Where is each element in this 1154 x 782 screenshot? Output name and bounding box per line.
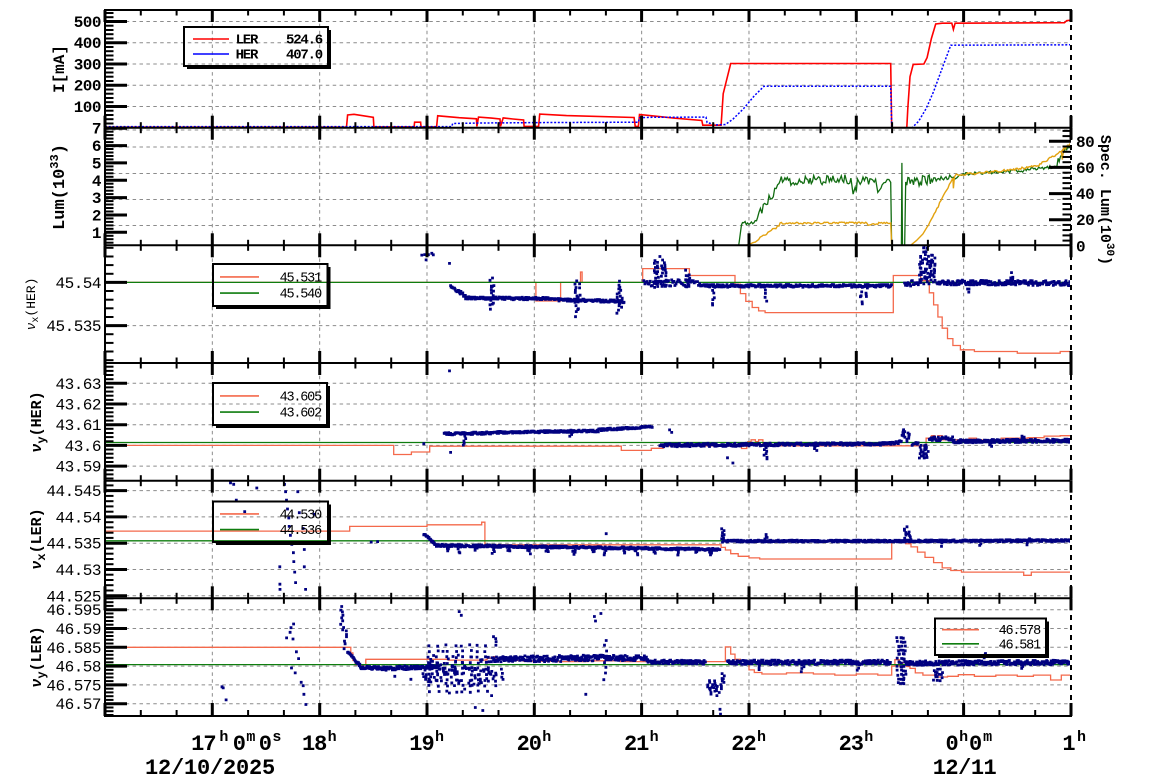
- svg-text:h: h: [435, 729, 444, 746]
- svg-text:500: 500: [74, 14, 101, 32]
- svg-text:h: h: [219, 729, 228, 746]
- svg-text:h: h: [542, 729, 551, 746]
- svg-text:νy(HER): νy(HER): [29, 391, 49, 452]
- svg-text:17: 17: [191, 732, 215, 757]
- svg-text:18: 18: [302, 732, 327, 757]
- svg-text:HER 407.0: HER 407.0: [236, 48, 323, 64]
- svg-text:44.525: 44.525: [46, 588, 101, 606]
- svg-text:νy(LER): νy(LER): [29, 626, 49, 687]
- svg-text:12/10/2025: 12/10/2025: [145, 756, 275, 781]
- svg-text:h: h: [1077, 729, 1086, 746]
- svg-text:44.530: 44.530: [280, 508, 323, 523]
- svg-text:46.581: 46.581: [999, 638, 1042, 653]
- svg-text:h: h: [864, 729, 873, 746]
- svg-text:43.602: 43.602: [280, 407, 323, 422]
- svg-text:12/11: 12/11: [933, 756, 997, 781]
- svg-text:20: 20: [1076, 212, 1094, 230]
- svg-text:4: 4: [92, 173, 102, 191]
- svg-text:h: h: [328, 729, 337, 746]
- svg-text:46.59: 46.59: [55, 621, 101, 639]
- svg-text:100: 100: [74, 99, 101, 117]
- svg-text:6: 6: [92, 138, 101, 156]
- svg-text:43.62: 43.62: [55, 397, 101, 415]
- svg-text:h: h: [650, 729, 659, 746]
- svg-text:43.61: 43.61: [55, 417, 101, 435]
- svg-text:44.545: 44.545: [46, 483, 101, 501]
- svg-text:43.63: 43.63: [55, 376, 101, 394]
- svg-text:0: 0: [259, 732, 271, 757]
- svg-text:19: 19: [409, 732, 433, 757]
- svg-text:46.575: 46.575: [46, 677, 101, 695]
- svg-text:45.535: 45.535: [46, 318, 101, 336]
- svg-text:43.59: 43.59: [55, 459, 101, 477]
- svg-text:200: 200: [74, 78, 101, 96]
- svg-text:LER 524.6: LER 524.6: [236, 33, 323, 49]
- svg-text:h: h: [757, 729, 766, 746]
- svg-text:7: 7: [92, 121, 101, 139]
- svg-text:44.536: 44.536: [280, 524, 323, 539]
- svg-text:46.57: 46.57: [55, 696, 101, 714]
- svg-text:43.6: 43.6: [65, 438, 101, 456]
- svg-text:νx(LER): νx(LER): [29, 508, 49, 569]
- svg-text:0: 0: [233, 732, 245, 757]
- svg-text:400: 400: [74, 35, 101, 53]
- svg-text:νx(HER): νx(HER): [24, 278, 42, 331]
- svg-text:m: m: [246, 729, 255, 746]
- svg-text:1: 1: [92, 225, 101, 243]
- svg-text:300: 300: [74, 56, 101, 74]
- svg-text:0: 0: [1076, 238, 1085, 256]
- svg-text:23: 23: [839, 732, 864, 757]
- svg-text:1: 1: [1062, 732, 1075, 757]
- svg-text:80: 80: [1076, 134, 1094, 152]
- svg-text:45.531: 45.531: [280, 271, 323, 286]
- svg-text:45.54: 45.54: [55, 275, 101, 293]
- svg-text:h: h: [959, 729, 968, 746]
- svg-text:0: 0: [946, 732, 958, 757]
- svg-text:0: 0: [969, 732, 981, 757]
- svg-text:21: 21: [624, 732, 649, 757]
- svg-text:2: 2: [92, 207, 101, 225]
- svg-text:45.540: 45.540: [280, 288, 323, 303]
- svg-text:I[mA]: I[mA]: [51, 45, 69, 93]
- svg-text:44.53: 44.53: [55, 562, 101, 580]
- svg-text:22: 22: [731, 732, 755, 757]
- svg-text:46.58: 46.58: [55, 659, 101, 677]
- svg-text:Spec. Lum(1030): Spec. Lum(1030): [1096, 135, 1115, 265]
- svg-text:46.585: 46.585: [46, 640, 101, 658]
- svg-text:46.578: 46.578: [999, 624, 1042, 639]
- svg-text:m: m: [983, 729, 992, 746]
- svg-text:20: 20: [517, 732, 541, 757]
- svg-text:44.54: 44.54: [55, 509, 101, 527]
- svg-text:5: 5: [92, 155, 101, 173]
- svg-text:s: s: [272, 729, 281, 746]
- svg-text:43.605: 43.605: [280, 390, 323, 405]
- svg-text:60: 60: [1076, 160, 1094, 178]
- svg-text:46.595: 46.595: [46, 602, 101, 620]
- svg-text:40: 40: [1076, 186, 1094, 204]
- svg-text:3: 3: [92, 190, 101, 208]
- svg-text:44.535: 44.535: [46, 536, 101, 554]
